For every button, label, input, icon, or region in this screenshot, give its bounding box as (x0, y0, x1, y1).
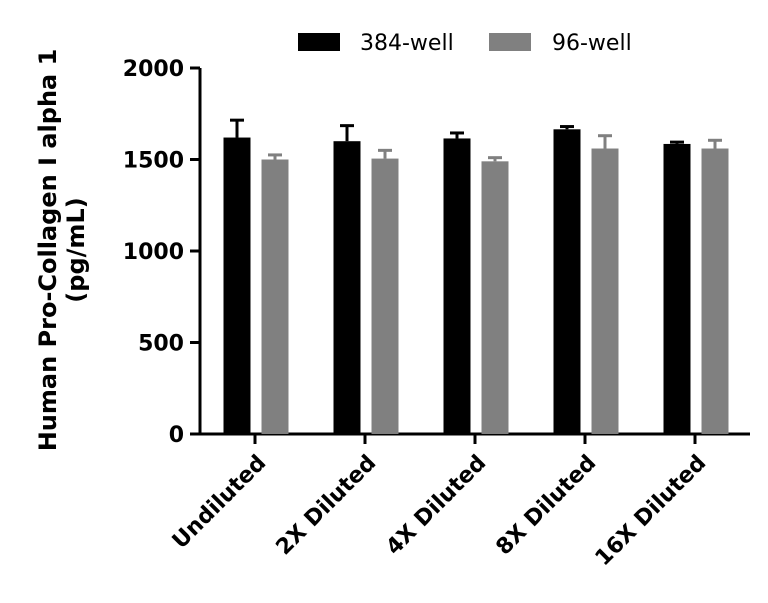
y-tick-label-2000: 2000 (123, 57, 184, 82)
legend-swatch-96-well (489, 33, 531, 51)
bar-96-well-16x-diluted (701, 148, 729, 434)
bar-384-well-undiluted (223, 137, 251, 435)
x-category-label-4: 16X Diluted (591, 451, 712, 572)
bar-96-well-8x-diluted (591, 148, 619, 434)
bar-384-well-16x-diluted (663, 143, 691, 434)
y-tick-label-0: 0 (169, 423, 184, 448)
legend-label-96-well: 96-well (552, 31, 632, 56)
y-tick-label-1000: 1000 (123, 240, 184, 265)
legend: 384-well 96-well (298, 31, 632, 56)
plot-area: 0 500 1000 1500 2000 Undiluted 2X Diluted 4X Di… (123, 57, 750, 571)
legend-label-384-well: 384-well (360, 31, 454, 56)
bar-96-well-4x-diluted (481, 161, 509, 434)
legend-swatch-384-well (298, 33, 340, 51)
y-axis-title: Human Pro-Collagen I alpha 1 (pg/mL) (34, 49, 90, 452)
y-tick-label-1500: 1500 (123, 149, 184, 174)
y-axis-title-line-2: (pg/mL) (62, 197, 90, 302)
bar-96-well-undiluted (261, 159, 289, 434)
x-category-label-0: Undiluted (168, 451, 271, 554)
bar-384-well-8x-diluted (553, 129, 581, 434)
bar-384-well-4x-diluted (443, 138, 471, 434)
bar-96-well-2x-diluted (371, 158, 399, 434)
x-category-label-3: 8X Diluted (492, 451, 602, 561)
y-tick-label-500: 500 (138, 332, 184, 357)
bar-384-well-2x-diluted (333, 141, 361, 434)
y-axis-title-line-1: Human Pro-Collagen I alpha 1 (34, 49, 62, 452)
x-category-label-1: 2X Diluted (272, 451, 382, 561)
x-category-label-2: 4X Diluted (382, 451, 492, 561)
